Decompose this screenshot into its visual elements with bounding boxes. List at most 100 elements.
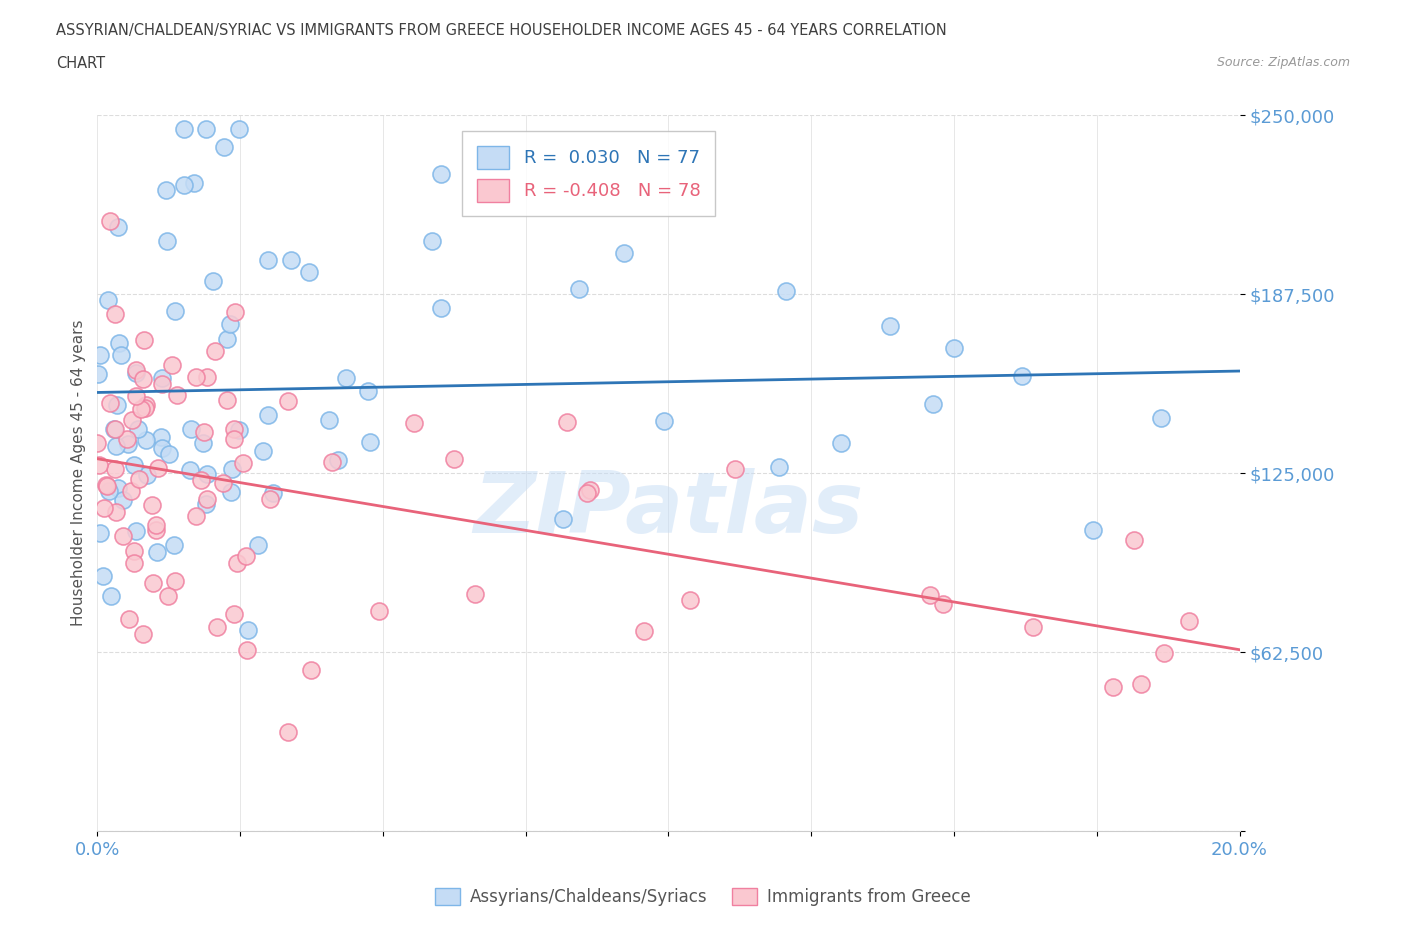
Point <box>107 480 129 495</box>
Point <box>277 724 299 739</box>
Point <box>184 369 207 384</box>
Point <box>180 421 202 436</box>
Point <box>163 538 186 552</box>
Point <box>150 377 173 392</box>
Point <box>136 468 159 483</box>
Point <box>932 596 955 611</box>
Point <box>335 370 357 385</box>
Text: Source: ZipAtlas.com: Source: ZipAtlas.com <box>1216 56 1350 69</box>
Point <box>204 343 226 358</box>
Point <box>110 348 132 363</box>
Point <box>104 421 127 436</box>
Point <box>679 592 702 607</box>
Point <box>149 430 172 445</box>
Point <box>205 620 228 635</box>
Point <box>146 545 169 560</box>
Point <box>125 389 148 404</box>
Point <box>134 401 156 416</box>
Point <box>768 459 790 474</box>
Point <box>150 370 173 385</box>
Point <box>357 383 380 398</box>
Point <box>135 433 157 448</box>
Point <box>318 413 340 428</box>
Point <box>160 357 183 372</box>
Point <box>111 528 134 543</box>
Point <box>128 472 150 486</box>
Point <box>879 319 901 334</box>
Point <box>156 233 179 248</box>
Point <box>195 122 218 137</box>
Point <box>173 178 195 193</box>
Point <box>195 466 218 481</box>
Point <box>107 335 129 350</box>
Point <box>173 122 195 137</box>
Point <box>183 175 205 190</box>
Point <box>232 456 254 471</box>
Point <box>224 432 246 446</box>
Point <box>1130 677 1153 692</box>
Y-axis label: Householder Income Ages 45 - 64 years: Householder Income Ages 45 - 64 years <box>72 320 86 627</box>
Point <box>87 458 110 472</box>
Point <box>202 274 225 289</box>
Point <box>105 398 128 413</box>
Point <box>553 512 575 526</box>
Point <box>277 393 299 408</box>
Point <box>579 483 602 498</box>
Point <box>942 340 965 355</box>
Point <box>420 233 443 248</box>
Point <box>1021 619 1043 634</box>
Legend: R =  0.030   N = 77, R = -0.408   N = 78: R = 0.030 N = 77, R = -0.408 N = 78 <box>463 131 714 217</box>
Point <box>224 421 246 436</box>
Point <box>165 303 187 318</box>
Point <box>97 484 120 498</box>
Point <box>299 662 322 677</box>
Point <box>105 504 128 519</box>
Point <box>86 436 108 451</box>
Point <box>228 423 250 438</box>
Point <box>117 432 139 446</box>
Point <box>222 607 245 622</box>
Point <box>652 414 675 429</box>
Point <box>122 458 145 472</box>
Point <box>633 623 655 638</box>
Point <box>228 122 250 137</box>
Point <box>117 436 139 451</box>
Point <box>1122 533 1144 548</box>
Point <box>214 140 236 154</box>
Point <box>157 589 180 604</box>
Point <box>157 447 180 462</box>
Text: ASSYRIAN/CHALDEAN/SYRIAC VS IMMIGRANTS FROM GREECE HOUSEHOLDER INCOME AGES 45 - : ASSYRIAN/CHALDEAN/SYRIAC VS IMMIGRANTS F… <box>56 23 948 38</box>
Point <box>298 265 321 280</box>
Point <box>568 281 591 296</box>
Point <box>166 387 188 402</box>
Point <box>252 444 274 458</box>
Point <box>145 517 167 532</box>
Point <box>98 214 121 229</box>
Point <box>132 372 155 387</box>
Point <box>127 421 149 436</box>
Point <box>1011 368 1033 383</box>
Point <box>104 462 127 477</box>
Point <box>221 485 243 499</box>
Point <box>193 424 215 439</box>
Point <box>464 586 486 601</box>
Point <box>104 307 127 322</box>
Point <box>247 538 270 552</box>
Point <box>557 415 579 430</box>
Point <box>132 627 155 642</box>
Point <box>211 476 233 491</box>
Point <box>257 253 280 268</box>
Point <box>94 477 117 492</box>
Point <box>87 366 110 381</box>
Point <box>103 422 125 437</box>
Point <box>215 392 238 407</box>
Point <box>1150 411 1173 426</box>
Point <box>918 588 941 603</box>
Point <box>262 485 284 500</box>
Point <box>218 316 240 331</box>
Point <box>224 304 246 319</box>
Text: ZIPatlas: ZIPatlas <box>474 468 863 551</box>
Point <box>125 363 148 378</box>
Point <box>775 284 797 299</box>
Point <box>1102 680 1125 695</box>
